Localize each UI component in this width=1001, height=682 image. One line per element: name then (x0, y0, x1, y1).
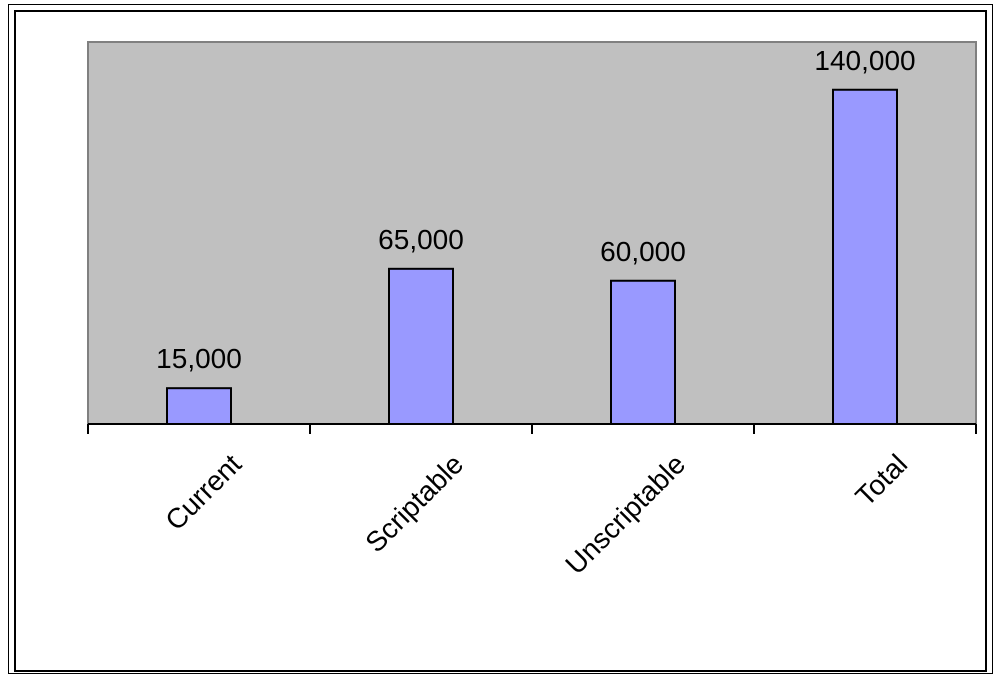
bar-scriptable (388, 267, 454, 425)
chart-frame (8, 4, 993, 674)
category-label-total: Total (849, 448, 913, 512)
data-label: 65,000 (378, 224, 464, 255)
bar-unscriptable (610, 279, 676, 425)
data-label: 140,000 (814, 45, 915, 76)
bar-total (832, 88, 898, 425)
data-label: 60,000 (600, 236, 686, 267)
category-labels: Current Scriptable Unscriptable Total (159, 448, 913, 580)
category-label-current: Current (159, 448, 247, 536)
category-label-scriptable: Scriptable (359, 448, 469, 558)
bar-current (166, 387, 232, 425)
data-labels: 15,000 65,000 60,000 140,000 (156, 45, 915, 374)
x-axis (87, 423, 977, 434)
plot-area (87, 41, 977, 425)
data-label: 15,000 (156, 343, 242, 374)
category-label-unscriptable: Unscriptable (559, 448, 691, 580)
